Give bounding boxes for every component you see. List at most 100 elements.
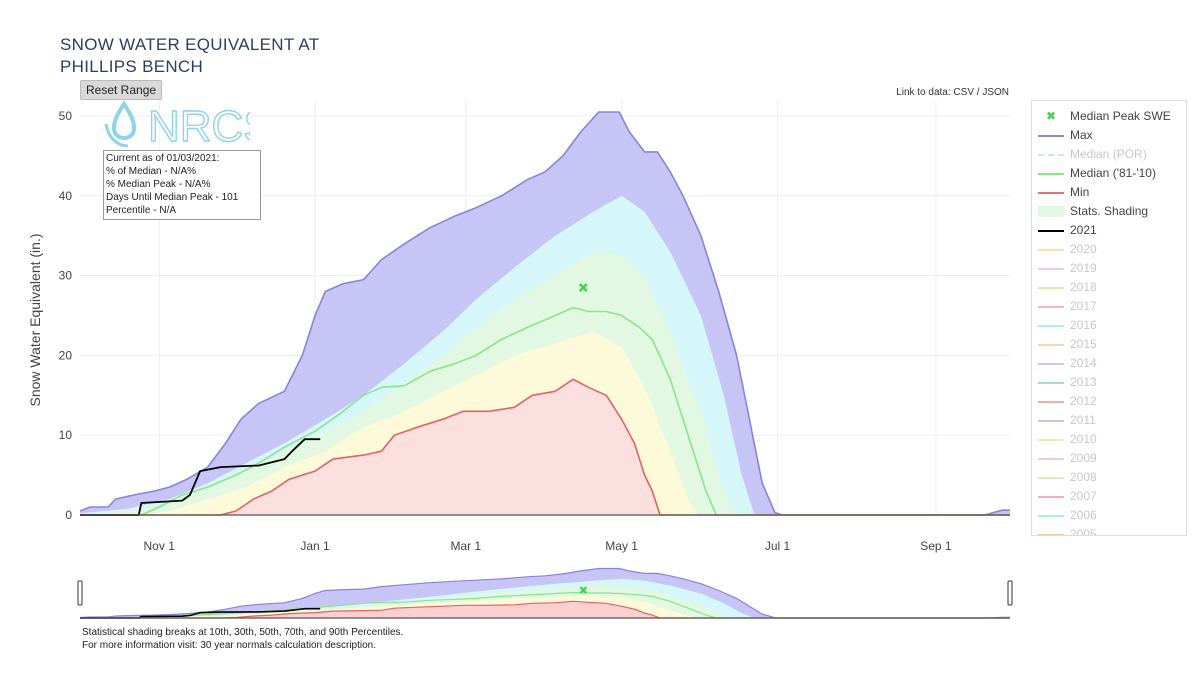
legend-swatch [1038, 173, 1064, 175]
json-link[interactable]: JSON [982, 87, 1009, 98]
legend-swatch [1038, 230, 1064, 232]
chart-legend: ✖ Median Peak SWE Max Median (POR) Median ('… [1031, 100, 1187, 536]
legend-swatch [1038, 401, 1064, 403]
legend-item[interactable]: 2021 [1032, 221, 1186, 240]
y-tick-label: 10 [59, 428, 73, 442]
legend-swatch [1038, 496, 1064, 498]
legend-swatch: ✖ [1046, 109, 1057, 123]
chart-title: SNOW WATER EQUIVALENT AT PHILLIPS BENCH [60, 34, 319, 78]
median-peak-markers [578, 283, 588, 292]
legend-item[interactable]: 2006 [1032, 506, 1186, 525]
x-tick-label: Jan 1 [300, 539, 330, 553]
data-link-sep: / [973, 87, 983, 98]
median-peak-marker [578, 283, 588, 292]
y-tick-label: 0 [65, 508, 72, 522]
info-line: % of Median - N/A% [106, 166, 197, 177]
y-tick-label: 40 [59, 189, 73, 203]
y-axis-title: Snow Water Equivalent (in.) [27, 234, 43, 407]
legend-swatch [1038, 344, 1064, 346]
legend-item[interactable]: Min [1032, 183, 1186, 202]
legend-swatch [1038, 458, 1064, 460]
footnote-line-1: Statistical shading breaks at 10th, 30th… [82, 627, 404, 638]
legend-item[interactable]: 2005 [1032, 525, 1186, 536]
legend-label: 2013 [1070, 375, 1097, 389]
legend-item[interactable]: Max [1032, 126, 1186, 145]
legend-label: 2021 [1070, 223, 1097, 237]
legend-swatch [1038, 154, 1064, 156]
legend-label: 2007 [1070, 489, 1097, 503]
legend-item[interactable]: 2017 [1032, 297, 1186, 316]
legend-label: 2016 [1070, 318, 1097, 332]
csv-link[interactable]: CSV [953, 87, 974, 98]
data-link-prefix: Link to data: [896, 87, 954, 98]
series-line-2021 [80, 438, 321, 516]
legend-item[interactable]: 2019 [1032, 259, 1186, 278]
legend-item[interactable]: 2012 [1032, 392, 1186, 411]
legend-item[interactable]: 2007 [1032, 487, 1186, 506]
mini-median-peak-marker [579, 586, 588, 594]
reset-range-button[interactable]: Reset Range [80, 80, 163, 100]
water-drop-icon [111, 100, 137, 141]
legend-label: 2009 [1070, 451, 1097, 465]
legend-swatch [1038, 382, 1064, 384]
legend-label: Median ('81-'10) [1070, 166, 1156, 180]
legend-item[interactable]: Stats. Shading [1032, 202, 1186, 221]
legend-swatch [1038, 325, 1064, 327]
legend-swatch [1038, 268, 1064, 270]
legend-swatch [1038, 515, 1064, 517]
legend-label: 2015 [1070, 337, 1097, 351]
mini-line [80, 607, 321, 619]
legend-label: 2012 [1070, 394, 1097, 408]
legend-item[interactable]: 2008 [1032, 468, 1186, 487]
legend-item[interactable]: 2018 [1032, 278, 1186, 297]
legend-item[interactable]: Median (POR) [1032, 145, 1186, 164]
mini-line [80, 591, 1010, 619]
legend-item[interactable]: 2020 [1032, 240, 1186, 259]
legend-label: 2010 [1070, 432, 1097, 446]
info-line: Current as of 01/03/2021: [106, 153, 220, 164]
legend-item[interactable]: 2013 [1032, 373, 1186, 392]
y-tick-label: 50 [59, 109, 73, 123]
range-handle-left[interactable] [77, 580, 83, 606]
legend-item[interactable]: 2016 [1032, 316, 1186, 335]
legend-item[interactable]: Median ('81-'10) [1032, 164, 1186, 183]
info-line: % Median Peak - N/A% [106, 179, 211, 190]
info-line: Percentile - N/A [106, 205, 177, 216]
data-link: Link to data: CSV / JSON [896, 87, 1009, 98]
legend-label: 2006 [1070, 508, 1097, 522]
band-min-base [80, 379, 1010, 515]
x-tick-label: Jul 1 [765, 539, 791, 553]
x-tick-label: Nov 1 [144, 539, 176, 553]
legend-label: Max [1070, 128, 1093, 142]
legend-swatch [1038, 477, 1064, 479]
legend-swatch [1038, 192, 1064, 194]
series-line-median-81-10- [80, 306, 1010, 516]
legend-item[interactable]: ✖ Median Peak SWE [1032, 107, 1186, 126]
current-conditions-box: Current as of 01/03/2021: % of Median - … [103, 150, 261, 220]
legend-swatch [1038, 206, 1064, 217]
series-line-min [80, 378, 1010, 516]
range-handle-right[interactable] [1007, 580, 1013, 606]
footnote-line-2: For more information visit: 30 year norm… [82, 640, 377, 651]
axis-ticks: 0 10 20 30 40 50 Nov 1 Jan 1 Mar 1 May 1 Jul 1 Sep … [59, 109, 952, 553]
legend-label: 2020 [1070, 242, 1097, 256]
legend-item[interactable]: 2011 [1032, 411, 1186, 430]
mini-band-min [80, 601, 1010, 618]
range-slider [77, 564, 1013, 619]
legend-label: 2017 [1070, 299, 1097, 313]
legend-item[interactable]: 2010 [1032, 430, 1186, 449]
legend-label: 2005 [1070, 527, 1097, 536]
legend-swatch [1038, 363, 1064, 365]
legend-item[interactable]: 2009 [1032, 449, 1186, 468]
legend-item[interactable]: 2014 [1032, 354, 1186, 373]
y-tick-label: 20 [59, 348, 73, 362]
title-line-2: PHILLIPS BENCH [60, 57, 204, 76]
legend-swatch [1038, 534, 1064, 535]
series-lines [79, 111, 1010, 516]
stats-shading [80, 112, 1010, 516]
info-line: Days Until Median Peak - 101 [106, 192, 239, 203]
legend-item[interactable]: 2015 [1032, 335, 1186, 354]
legend-swatch [1038, 439, 1064, 441]
legend-swatch [1038, 135, 1064, 137]
